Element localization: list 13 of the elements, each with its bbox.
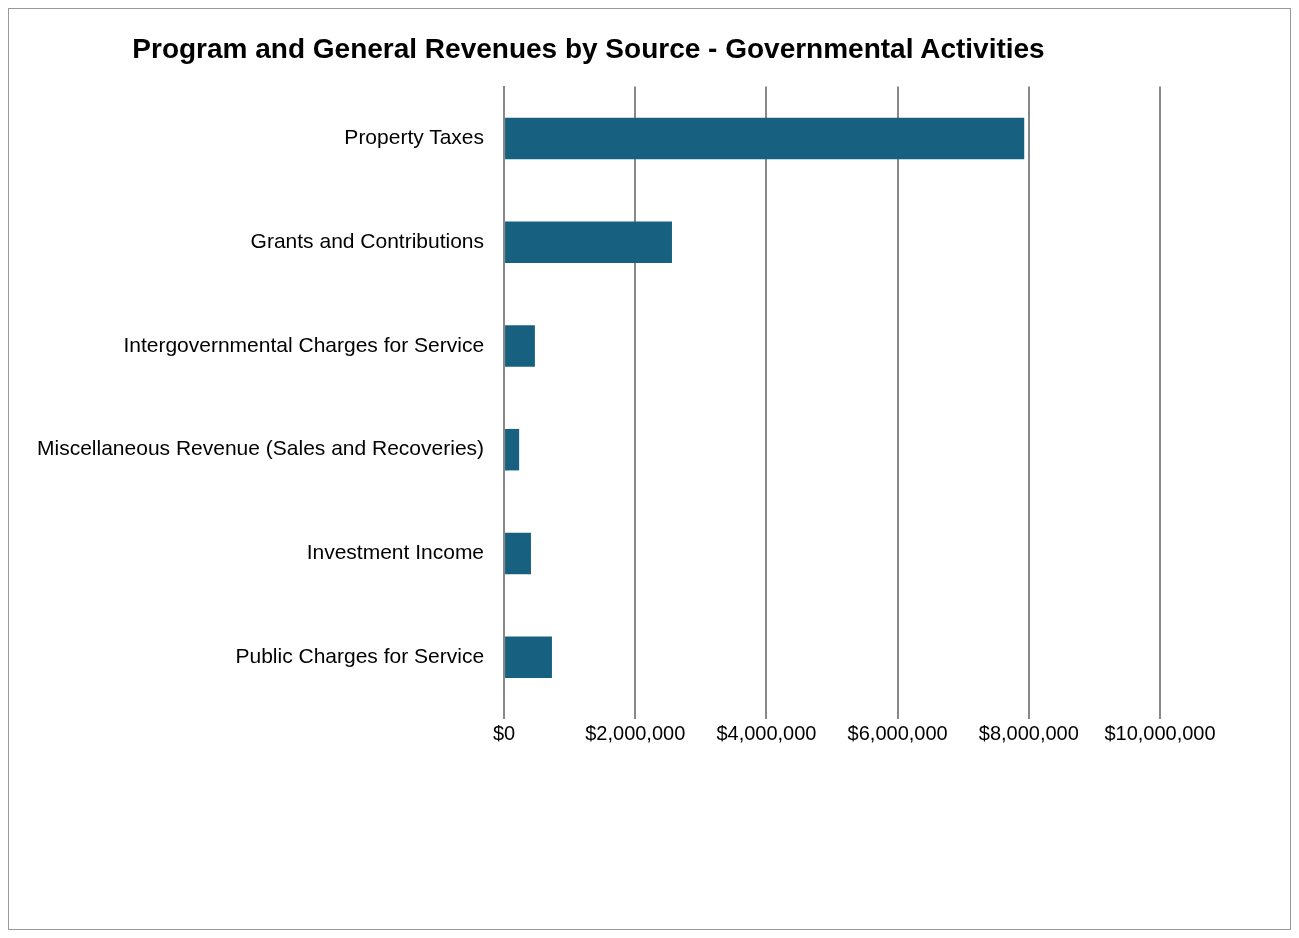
y-tick-label: Miscellaneous Revenue (Sales and Recoveries) bbox=[37, 436, 485, 460]
x-tick-label: $2,000,000 bbox=[585, 721, 686, 744]
y-tick-label: Investment Income bbox=[306, 540, 485, 564]
x-tick-label: $8,000,000 bbox=[978, 721, 1079, 744]
chart-title: Program and General Revenues by Source - Governmental Activities bbox=[132, 32, 1045, 64]
x-tick-label: $4,000,000 bbox=[716, 721, 817, 744]
x-tick-label: $0 bbox=[492, 721, 516, 744]
y-tick-label: Grants and Contributions bbox=[250, 229, 485, 252]
y-tick-label: Intergovernmental Charges for Service bbox=[123, 332, 485, 356]
y-tick-label: Public Charges for Service bbox=[235, 643, 485, 667]
x-tick-label: $6,000,000 bbox=[847, 721, 948, 744]
y-tick-label: Property Taxes bbox=[344, 125, 485, 149]
x-tick-label: $10,000,000 bbox=[1104, 721, 1216, 744]
